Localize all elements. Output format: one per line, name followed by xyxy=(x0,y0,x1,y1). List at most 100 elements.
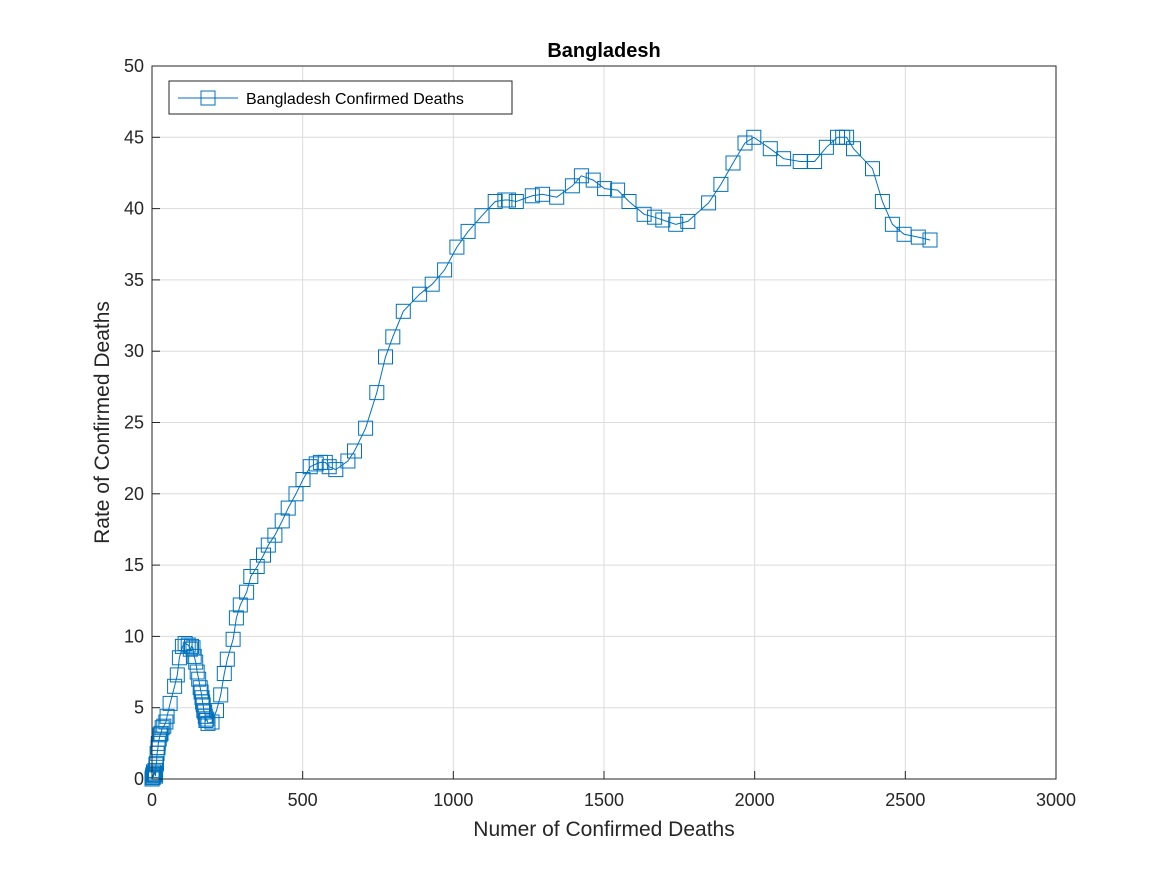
data-point-marker xyxy=(597,181,613,197)
data-point-marker xyxy=(874,194,890,209)
x-tick-label: 1000 xyxy=(433,790,473,810)
series-layer xyxy=(144,129,938,787)
data-point-marker xyxy=(200,715,216,731)
data-point-marker xyxy=(424,276,440,292)
data-point-marker xyxy=(807,154,823,169)
y-tick-label: 0 xyxy=(134,769,144,789)
data-point-marker xyxy=(232,597,248,613)
y-tick-label: 25 xyxy=(124,413,144,433)
data-point-marker xyxy=(884,216,900,232)
y-tick-label: 20 xyxy=(124,484,144,504)
data-point-marker xyxy=(358,420,374,436)
data-point-marker xyxy=(149,755,164,771)
legend-entry-label: Bangladesh Confirmed Deaths xyxy=(246,91,464,108)
data-point-marker xyxy=(180,637,196,653)
data-point-marker xyxy=(184,638,199,654)
data-point-marker xyxy=(621,194,637,209)
data-point-marker xyxy=(228,610,244,626)
data-point-marker xyxy=(412,286,428,302)
y-tick-label: 40 xyxy=(124,199,144,219)
data-point-marker xyxy=(249,559,265,574)
data-point-marker xyxy=(508,194,524,209)
data-point-marker xyxy=(549,189,565,205)
y-tick-label: 30 xyxy=(124,341,144,361)
data-point-marker xyxy=(219,651,235,667)
data-point-marker xyxy=(487,194,503,209)
data-point-marker xyxy=(239,584,255,600)
data-point-marker xyxy=(193,684,209,700)
series-line xyxy=(151,136,931,780)
data-point-marker xyxy=(174,638,190,654)
x-tick-label: 0 xyxy=(147,790,157,810)
data-point-marker xyxy=(610,182,626,198)
data-point-marker xyxy=(156,718,172,734)
data-point-marker xyxy=(280,500,296,516)
x-tick-label: 3000 xyxy=(1036,790,1076,810)
data-point-marker xyxy=(701,195,717,211)
y-tick-label: 15 xyxy=(124,555,144,575)
y-tick-label: 45 xyxy=(124,127,144,147)
y-tick-label: 5 xyxy=(134,698,144,718)
data-point-marker xyxy=(274,513,290,529)
data-point-marker xyxy=(573,168,589,184)
data-point-marker xyxy=(204,714,220,730)
data-point-marker xyxy=(865,161,880,177)
data-point-marker xyxy=(256,547,271,563)
data-point-marker xyxy=(209,703,224,719)
data-point-marker xyxy=(196,703,212,719)
data-point-marker xyxy=(158,714,174,730)
data-point-marker xyxy=(302,459,318,475)
data-point-marker xyxy=(564,178,580,194)
data-point-marker xyxy=(647,209,663,225)
data-point-marker xyxy=(385,329,401,345)
data-point-marker xyxy=(437,262,453,278)
data-point-marker xyxy=(369,385,385,401)
data-point-marker xyxy=(169,667,185,683)
data-point-marker xyxy=(746,129,762,145)
ticks: 0 500 1000 1500 2000 2500 3000 0 5 10 15 20 25 30 35 40… xyxy=(124,56,1076,810)
data-point-marker xyxy=(713,176,729,192)
data-point-marker xyxy=(198,713,214,728)
data-point-marker xyxy=(186,648,202,664)
data-point-marker xyxy=(177,636,193,651)
data-point-marker xyxy=(162,695,178,711)
data-point-marker xyxy=(524,188,540,204)
data-point-marker xyxy=(199,711,215,727)
data-point-marker xyxy=(922,232,938,248)
x-axis-label: Numer of Confirmed Deaths xyxy=(473,818,734,841)
legend-marker-square xyxy=(200,90,216,106)
data-point-marker xyxy=(449,239,465,255)
data-point-marker xyxy=(188,654,204,670)
data-point-marker xyxy=(328,462,344,478)
data-point-marker xyxy=(737,135,753,151)
chart-title: Bangladesh xyxy=(547,40,660,62)
data-point-marker xyxy=(395,303,411,319)
data-point-marker xyxy=(347,443,362,459)
x-tick-label: 2000 xyxy=(735,790,775,810)
data-point-marker xyxy=(680,213,696,229)
data-point-marker xyxy=(191,671,207,687)
data-point-marker xyxy=(243,569,259,584)
y-tick-label: 50 xyxy=(124,56,144,76)
data-point-marker xyxy=(818,139,834,155)
data-point-marker xyxy=(213,687,229,703)
data-point-marker xyxy=(308,456,324,472)
y-tick-label: 35 xyxy=(124,270,144,290)
data-point-marker xyxy=(585,172,601,188)
data-point-marker xyxy=(167,678,183,694)
data-point-marker xyxy=(655,212,671,228)
data-point-marker xyxy=(668,216,684,232)
data-point-marker xyxy=(910,229,926,245)
data-point-marker xyxy=(150,735,166,751)
data-point-marker xyxy=(762,141,778,157)
data-point-marker xyxy=(636,206,652,222)
x-tick-label: 2500 xyxy=(885,790,925,810)
data-point-marker xyxy=(225,631,241,647)
data-point-marker xyxy=(501,192,516,208)
data-point-marker xyxy=(776,151,792,167)
data-point-marker xyxy=(378,349,393,365)
data-point-marker xyxy=(725,155,741,171)
data-point-marker xyxy=(846,141,861,157)
legend: Bangladesh Confirmed Deaths xyxy=(168,80,513,115)
